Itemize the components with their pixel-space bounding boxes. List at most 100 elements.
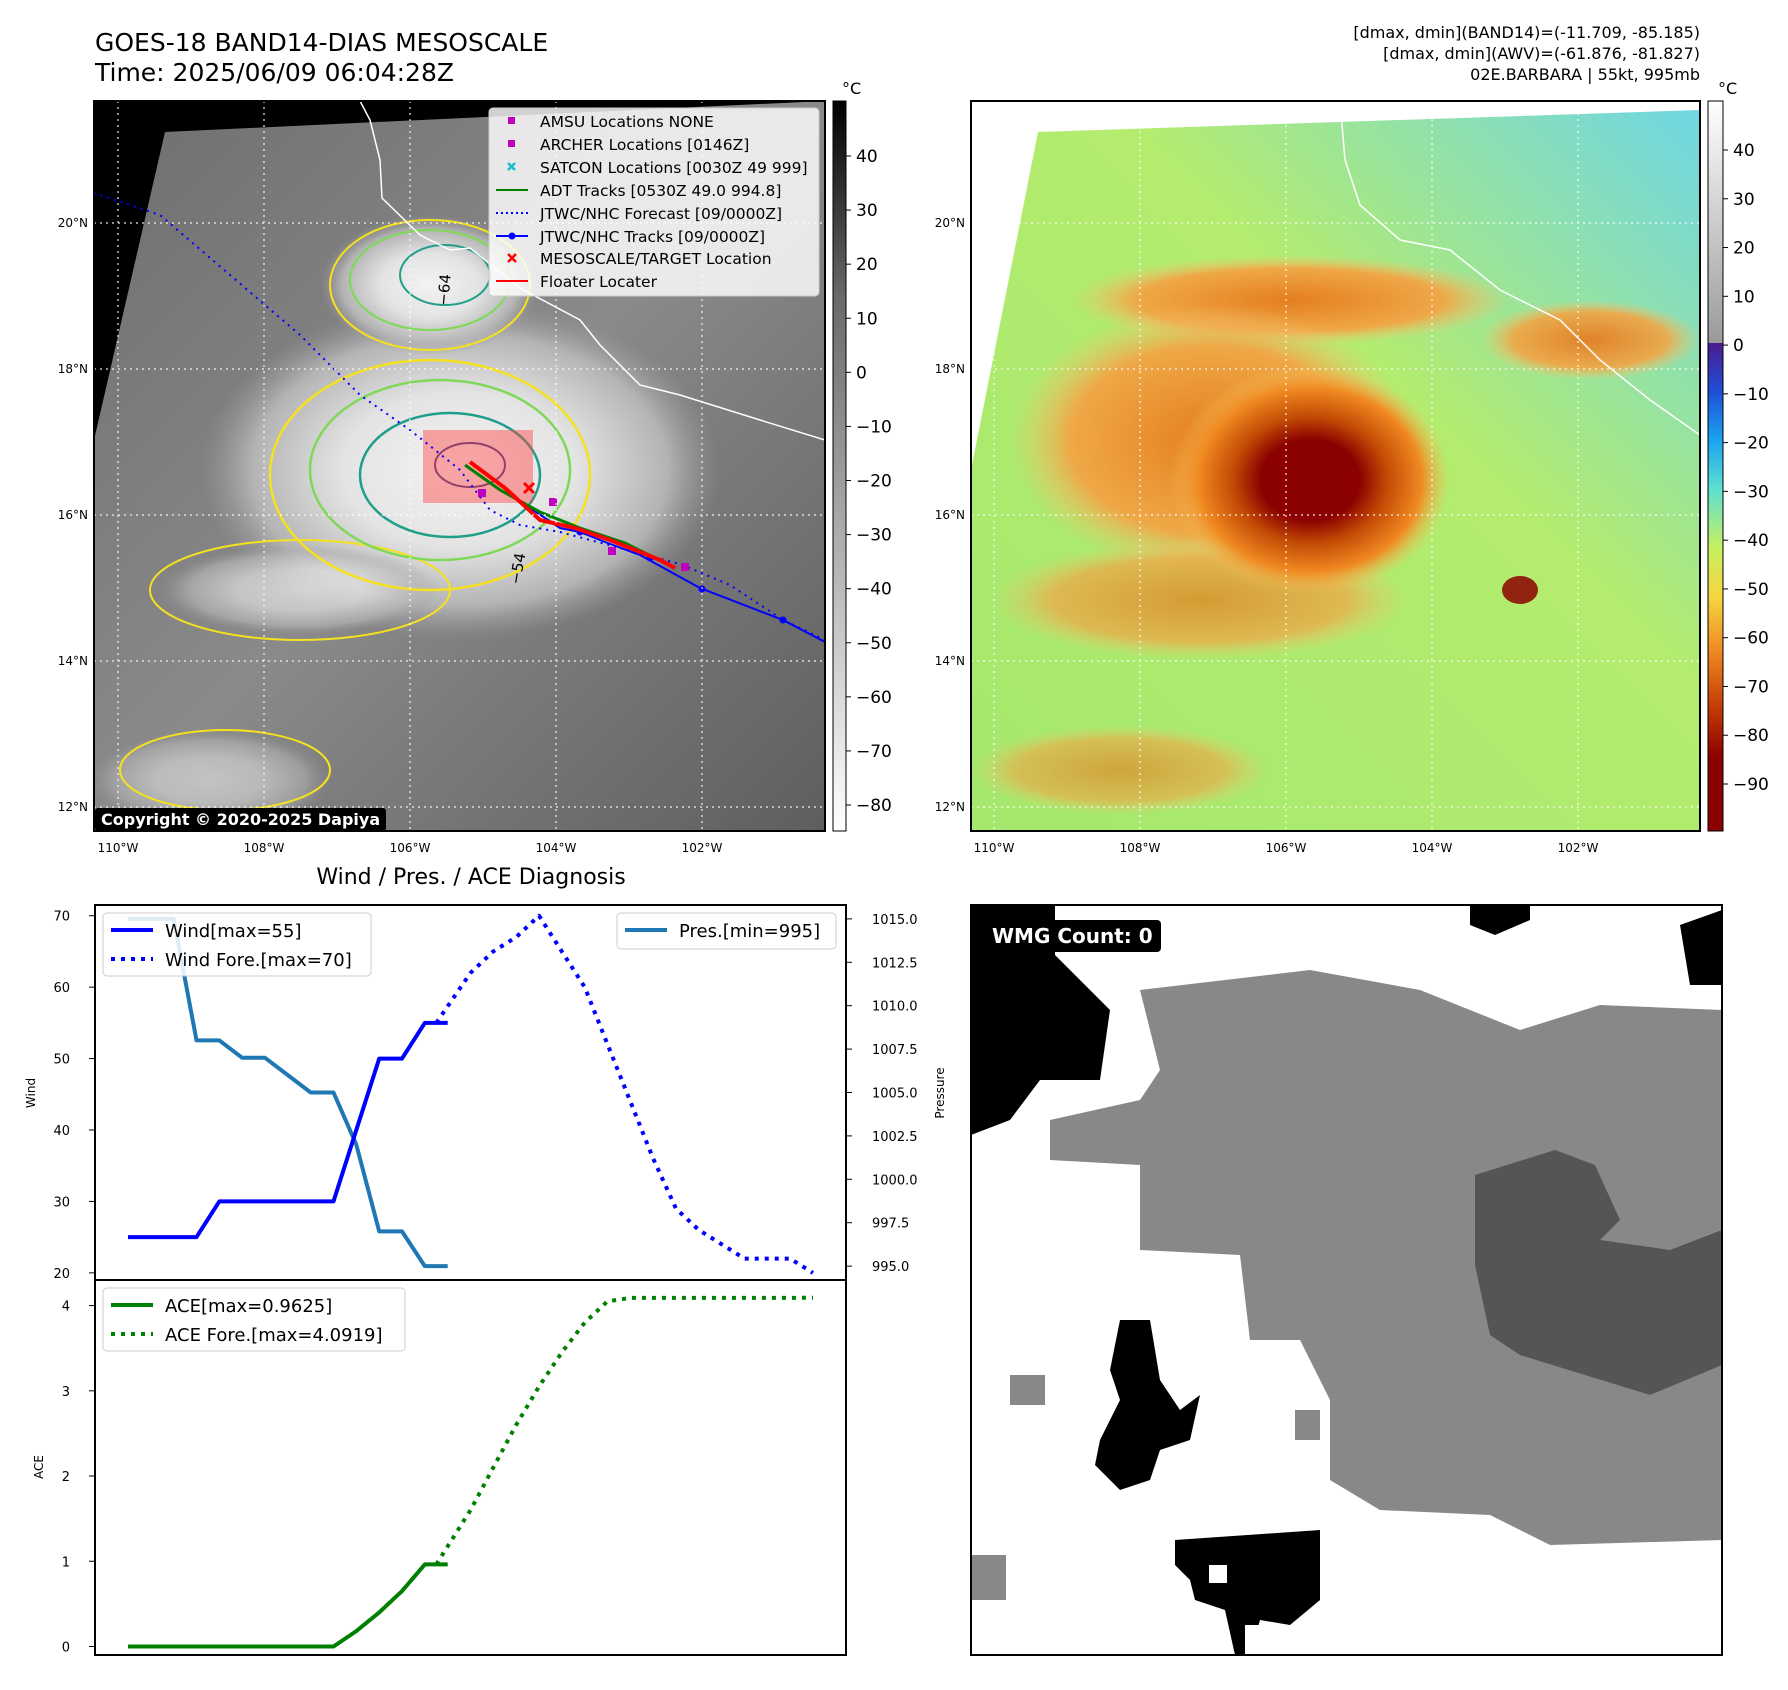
info-storm: 02E.BARBARA | 55kt, 995mb <box>1470 65 1700 84</box>
wind-legend-wind: Wind[max=55] <box>165 921 302 942</box>
ir-colorbar-tick-label: −20 <box>856 472 892 492</box>
rgb-lat-16: 16°N <box>935 508 965 522</box>
ir-cloud-north <box>320 215 540 355</box>
legend-adt: ADT Tracks [0530Z 49.0 994.8] <box>540 182 781 200</box>
ir-lon-110: 110°W <box>98 841 139 855</box>
ir-colorbar-tick-label: −40 <box>856 580 892 600</box>
wmg-black-nw <box>971 905 1110 1135</box>
rgb-lon-102: 102°W <box>1558 841 1599 855</box>
ir-lat-16: 16°N <box>58 508 88 522</box>
legend-tracks-dot <box>508 232 516 240</box>
wmg-frame <box>970 904 1723 1656</box>
wind-ticks-left: 20 30 40 50 60 70 <box>53 910 95 1282</box>
info-awv: [dmax, dmin](AWV)=(-61.876, -81.827) <box>1383 44 1700 63</box>
wind-axis-label: Wind <box>24 1078 38 1108</box>
rgb-colorbar-top <box>1708 101 1723 343</box>
copyright-badge: Copyright © 2020-2025 Dapiya <box>95 808 387 831</box>
pressure-tick-label: 997.5 <box>872 1217 909 1232</box>
pressure-tick-label: 1010.0 <box>872 1000 918 1015</box>
wind-legend-box <box>102 912 372 977</box>
ace-tick-label: 0 <box>62 1640 70 1655</box>
ir-lat-labels: 20°N 18°N 16°N 14°N 12°N <box>58 216 88 814</box>
rgb-colorbar-tick-label: 40 <box>1733 141 1755 161</box>
wind-tick-label: 50 <box>53 1053 70 1068</box>
legend-amsu: AMSU Locations NONE <box>540 113 714 131</box>
ir-cloud-south <box>94 730 330 830</box>
rgb-colorbar-tick-label: 20 <box>1733 239 1755 259</box>
pressure-tick-label: 1002.5 <box>872 1130 918 1145</box>
rgb-lon-labels: 110°W 108°W 106°W 104°W 102°W <box>974 841 1599 855</box>
rgb-core <box>1170 365 1450 595</box>
rgb-colorbar-tick-label: −50 <box>1733 580 1769 600</box>
ace-forecast-line <box>434 1295 814 1566</box>
rgb-lat-labels: 20°N 18°N 16°N 14°N 12°N <box>935 216 965 814</box>
ir-colorbar-tick-label: −80 <box>856 796 892 816</box>
ir-colorbar-tick-label: −70 <box>856 742 892 762</box>
wind-tick-label: 60 <box>53 981 70 996</box>
rgb-band-sw <box>971 725 1270 815</box>
ir-lon-102: 102°W <box>682 841 723 855</box>
wmg-black-n <box>1470 905 1530 935</box>
contour-label-64: −64 <box>434 273 455 306</box>
rgb-band-east <box>1480 300 1700 380</box>
rgb-colorbar-unit: °C <box>1718 79 1737 98</box>
rgb-lat-18: 18°N <box>935 362 965 376</box>
ir-map-panel: −64 −54 <box>58 79 892 855</box>
rgb-lon-108: 108°W <box>1120 841 1161 855</box>
archer-marker <box>608 547 616 555</box>
wind-tick-label: 20 <box>53 1267 70 1282</box>
contour-yellow <box>268 358 592 592</box>
ir-cloud-band <box>160 545 440 635</box>
rgb-colorbar-tick-label: −90 <box>1733 775 1769 795</box>
pressure-tick-label: 1015.0 <box>872 913 918 928</box>
wmg-gray-c <box>1295 1410 1320 1440</box>
legend-satcon: SATCON Locations [0030Z 49 999] <box>540 159 808 177</box>
ir-colorbar-tick-label: −30 <box>856 526 892 546</box>
pressure-legend-label: Pres.[min=995] <box>679 921 820 942</box>
ir-colorbar-tick-label: −50 <box>856 634 892 654</box>
pressure-ticks-right: 995.0 997.5 1000.0 1002.5 1005.0 1007.5 1010.0… <box>846 913 918 1275</box>
map-legend: AMSU Locations NONE ARCHER Locations [01… <box>488 107 820 297</box>
figure-time: Time: 2025/06/09 06:04:28Z <box>94 58 454 87</box>
rgb-colorbar-tick-label: −10 <box>1733 385 1769 405</box>
wind-pressure-plot: Wind Pressure 20 30 40 50 60 70 995.0 997.5 100… <box>24 904 947 1282</box>
ace-legend-box <box>102 1287 406 1352</box>
ace-tick-label: 4 <box>62 1300 70 1315</box>
ir-map-frame <box>93 100 826 832</box>
wmg-hole <box>1209 1565 1227 1583</box>
mesoscale-marker <box>522 481 536 495</box>
jtwc-best-track <box>529 507 825 643</box>
archer-marker <box>549 498 557 506</box>
pressure-tick-label: 1000.0 <box>872 1173 918 1188</box>
figure-title: GOES-18 BAND14-DIAS MESOSCALE <box>95 28 548 57</box>
diagnosis-title: Wind / Pres. / ACE Diagnosis <box>316 865 625 890</box>
pressure-tick-label: 1007.5 <box>872 1043 918 1058</box>
legend-box <box>488 107 820 297</box>
ir-lon-108: 108°W <box>244 841 285 855</box>
ir-colorbar-unit: °C <box>842 79 861 98</box>
wmg-panel <box>970 904 1723 1656</box>
pressure-legend-box <box>616 912 837 950</box>
ir-lon-106: 106°W <box>390 841 431 855</box>
legend-floater: Floater Locater <box>540 273 658 291</box>
ace-series-group <box>128 1295 814 1649</box>
rgb-colorbar-ticks: 40 30 20 10 0 −10 −20 −30 −40 −50 −60 −70 −80 −90 <box>1723 141 1769 795</box>
ace-plot: ACE 0 1 2 3 4 ACE[max=0.9625] ACE Fore.[max=… <box>32 1279 847 1656</box>
legend-satcon-icon <box>507 162 516 171</box>
rgb-lat-20: 20°N <box>935 216 965 230</box>
ir-lat-18: 18°N <box>58 362 88 376</box>
ir-colorbar-tick-label: 40 <box>856 147 878 167</box>
rgb-lon-104: 104°W <box>1412 841 1453 855</box>
contour-green <box>308 378 572 562</box>
ir-colorbar-tick-label: 10 <box>856 309 878 329</box>
contour-yellow-band <box>149 539 451 641</box>
jtwc-track-point <box>779 616 787 624</box>
rgb-colorbar-tick-label: 10 <box>1733 287 1755 307</box>
pressure-tick-label: 995.0 <box>872 1260 909 1275</box>
archer-marker <box>681 563 689 571</box>
wmg-black-ne <box>1680 910 1722 985</box>
wmg-black-south <box>1175 1530 1320 1655</box>
legend-archer: ARCHER Locations [0146Z] <box>540 136 749 154</box>
ace-tick-label: 2 <box>62 1470 70 1485</box>
